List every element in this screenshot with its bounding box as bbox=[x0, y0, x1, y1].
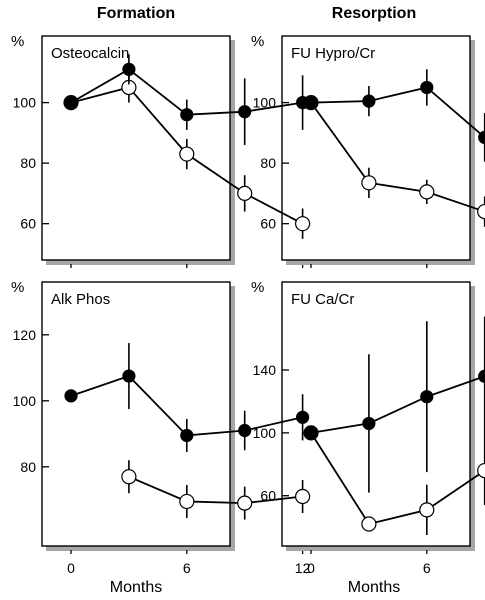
data-point-open bbox=[295, 216, 311, 232]
y-tick-label: 80 bbox=[20, 155, 36, 171]
series-line-open bbox=[310, 102, 485, 213]
data-point-filled bbox=[304, 426, 318, 440]
data-point-open bbox=[295, 488, 311, 505]
data-point-open bbox=[419, 184, 435, 200]
data-point-open bbox=[477, 203, 485, 220]
data-point-filled bbox=[238, 105, 252, 119]
panel-title: FU Hypro/Cr bbox=[291, 45, 375, 62]
panel-shadow-right bbox=[470, 286, 475, 551]
data-point-filled bbox=[122, 62, 136, 76]
x-tick-label: 6 bbox=[183, 560, 191, 576]
x-tick-label: 12 bbox=[295, 560, 311, 576]
panel-frame bbox=[41, 35, 231, 261]
data-point-open bbox=[419, 502, 435, 518]
data-point-filled bbox=[478, 369, 485, 383]
data-point-open bbox=[237, 185, 253, 202]
series-line-filled bbox=[310, 86, 485, 139]
x-tick-label: 6 bbox=[423, 560, 431, 576]
data-point-open bbox=[237, 495, 253, 511]
data-point-open bbox=[179, 146, 195, 162]
column-title-resorption: Resorption bbox=[332, 5, 416, 22]
panel-shadow-bottom bbox=[46, 260, 235, 265]
y-unit-label: % bbox=[251, 33, 264, 50]
series-line-open bbox=[128, 475, 303, 505]
data-point-open bbox=[361, 175, 377, 191]
data-point-filled bbox=[478, 130, 485, 145]
panel-shadow-bottom bbox=[286, 546, 475, 551]
y-tick-label: 100 bbox=[253, 95, 277, 111]
y-tick-label: 120 bbox=[13, 327, 37, 343]
x-axis-label-right: Months bbox=[348, 579, 400, 596]
data-point-open bbox=[179, 493, 195, 510]
y-tick-label: 80 bbox=[20, 459, 36, 475]
y-tick-label: 60 bbox=[20, 216, 36, 232]
y-tick-label: 100 bbox=[253, 425, 277, 441]
data-point-filled bbox=[420, 80, 434, 95]
series-line-open bbox=[310, 432, 485, 526]
data-point-filled bbox=[64, 389, 78, 403]
data-point-filled bbox=[180, 428, 194, 443]
y-tick-label: 100 bbox=[13, 95, 37, 111]
data-point-filled bbox=[420, 390, 434, 404]
panel-shadow-right bbox=[470, 40, 475, 265]
y-tick-label: 140 bbox=[253, 362, 277, 378]
data-point-filled bbox=[180, 108, 194, 122]
y-tick-label: 60 bbox=[260, 216, 276, 232]
data-point-filled bbox=[362, 94, 376, 108]
series-line-filled bbox=[310, 374, 485, 434]
data-point-filled bbox=[238, 423, 252, 438]
panel-frame bbox=[281, 281, 471, 547]
panel-frame bbox=[281, 35, 471, 261]
y-tick-label: 100 bbox=[13, 393, 37, 409]
data-point-open bbox=[121, 469, 137, 485]
panel-shadow-right bbox=[230, 40, 235, 265]
data-point-filled bbox=[304, 95, 318, 110]
y-unit-label: % bbox=[11, 279, 24, 296]
panel-frame bbox=[41, 281, 231, 547]
data-point-open bbox=[361, 516, 377, 532]
panel-shadow-bottom bbox=[46, 546, 235, 551]
panel-title: Alk Phos bbox=[51, 291, 110, 308]
y-tick-label: 60 bbox=[260, 488, 276, 504]
x-tick-label: 0 bbox=[307, 560, 315, 576]
y-tick-label: 80 bbox=[260, 155, 276, 171]
x-tick-label: 0 bbox=[67, 560, 75, 576]
data-point-filled bbox=[64, 95, 78, 110]
panel-title: FU Ca/Cr bbox=[291, 291, 354, 308]
y-unit-label: % bbox=[251, 279, 264, 296]
panel-title: Osteocalcin bbox=[51, 45, 129, 62]
panel-shadow-bottom bbox=[286, 260, 475, 265]
x-axis-label-left: Months bbox=[110, 579, 162, 596]
data-point-filled bbox=[296, 410, 310, 424]
data-point-filled bbox=[362, 416, 376, 431]
panel-shadow-right bbox=[230, 286, 235, 551]
column-title-formation: Formation bbox=[97, 5, 175, 22]
y-unit-label: % bbox=[11, 33, 24, 50]
data-point-filled bbox=[122, 369, 136, 383]
